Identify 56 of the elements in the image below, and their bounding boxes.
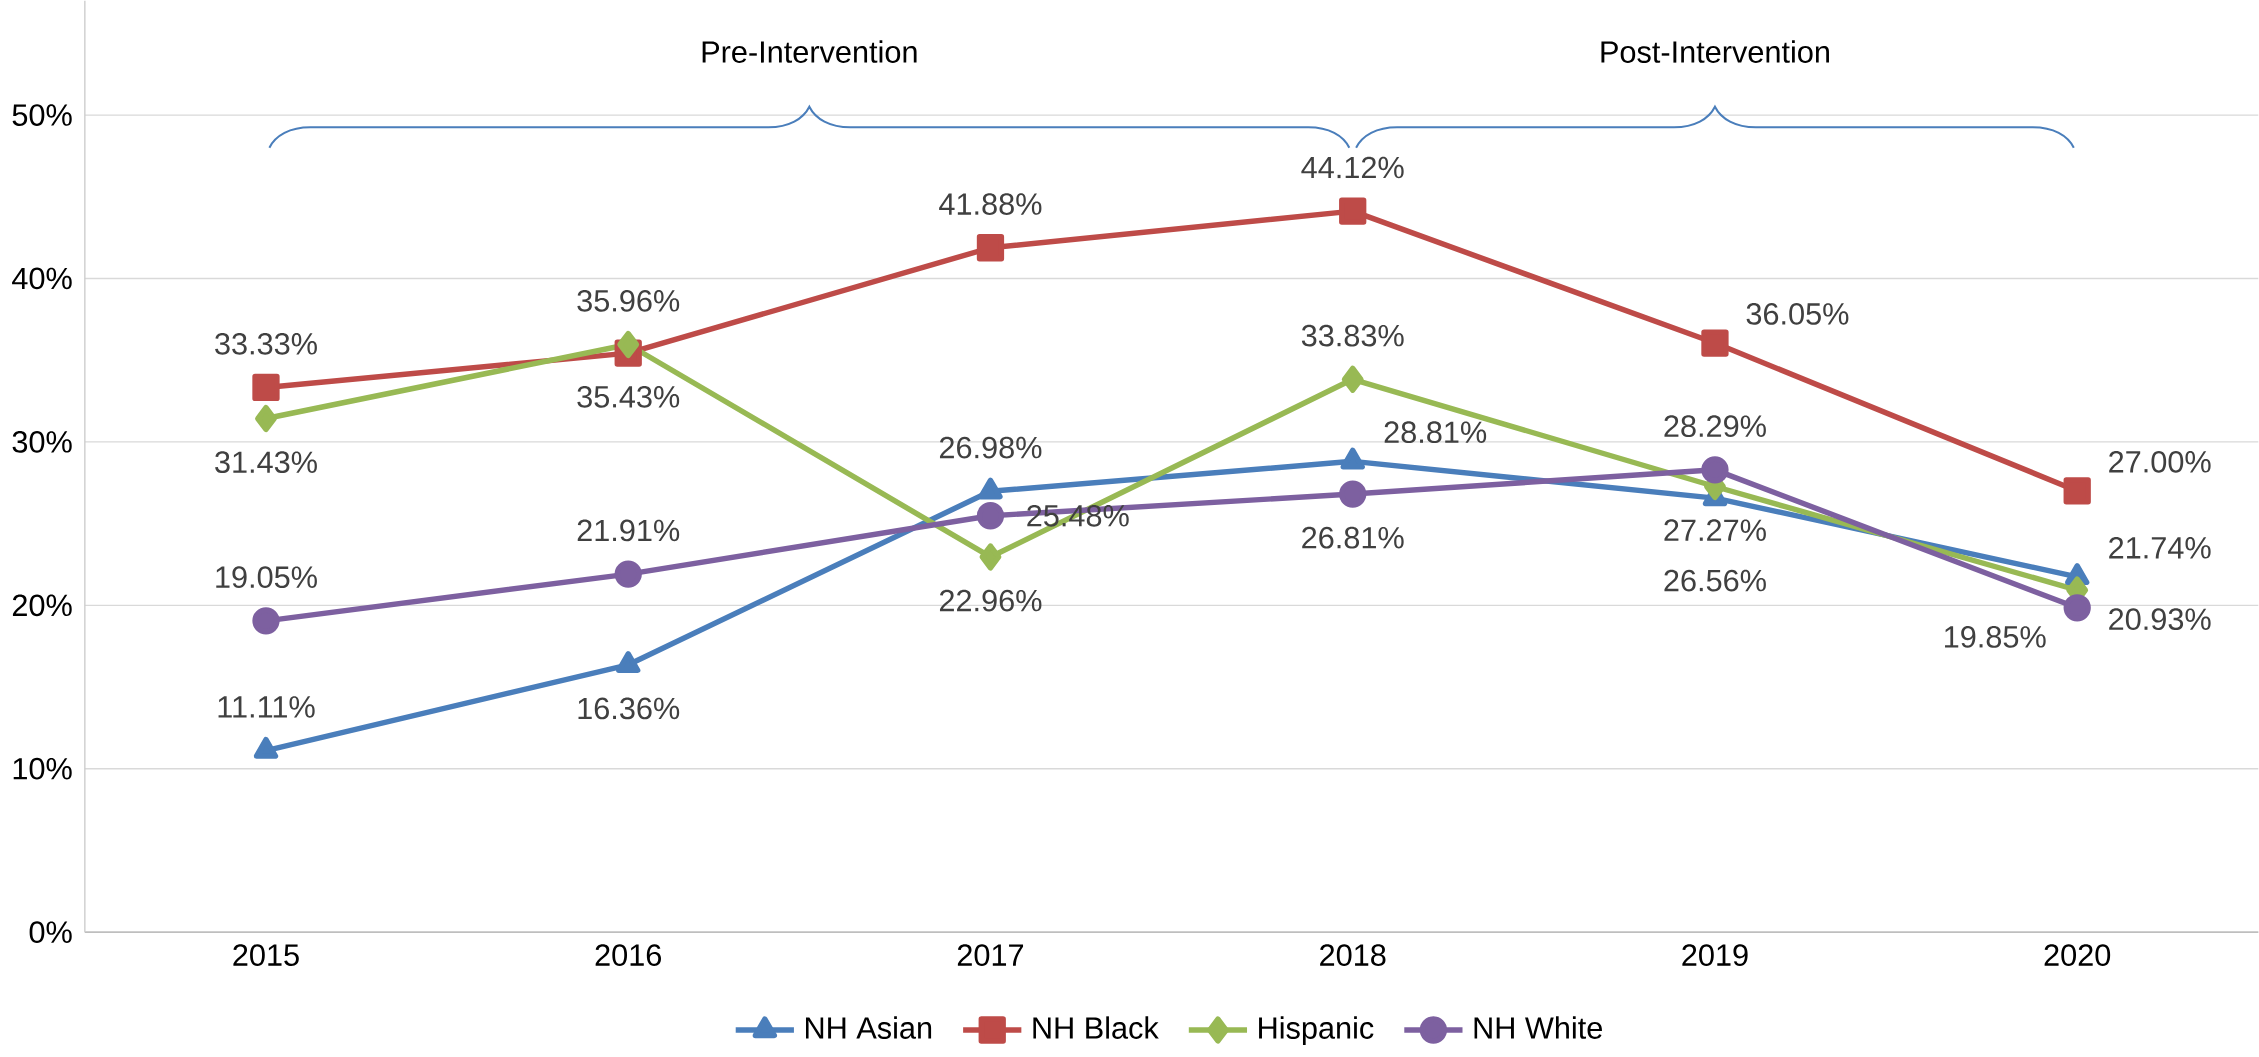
point (1339, 480, 1367, 508)
legend-label: Hispanic (1259, 1016, 1374, 1045)
data-label: 27.27% (1664, 519, 1766, 541)
data-label: 35.43% (577, 385, 680, 408)
data-label: 31.43% (215, 451, 317, 473)
data-label: 36.05% (1746, 302, 1849, 325)
data-label: 28.81% (1384, 421, 1487, 443)
point (1341, 365, 1364, 393)
data-label: 27.00% (2109, 450, 2211, 473)
point (252, 607, 280, 635)
x-tick-label: 2020 (2044, 944, 2111, 966)
x-tick-label: 2016 (595, 944, 661, 966)
point (1339, 197, 1367, 225)
point (979, 543, 1002, 571)
data-label: 11.11% (218, 696, 315, 718)
annotation: Post-Intervention (1601, 40, 1829, 63)
legend-label: NH Asian (805, 1016, 932, 1039)
data-label: 16.36% (578, 697, 680, 720)
data-label: 21.91% (577, 519, 680, 542)
y-tick-label: 40% (12, 267, 72, 290)
y-tick-label: 20% (12, 594, 72, 617)
legend-label: NH White (1474, 1016, 1602, 1039)
x-tick-label: 2018 (1320, 944, 1386, 966)
x-tick-label: 2015 (233, 944, 299, 966)
y-tick-label: 50% (12, 104, 72, 126)
point (617, 330, 640, 358)
data-label: 33.83% (1301, 324, 1404, 347)
data-label: 44.12% (1301, 156, 1404, 179)
point (2063, 593, 2091, 622)
data-label: 26.98% (939, 436, 1042, 459)
x-tick-label: 2019 (1682, 944, 1748, 966)
data-label: 21.74% (2109, 536, 2211, 559)
data-label: 26.81% (1302, 526, 1404, 549)
point (1701, 329, 1729, 357)
data-label: 28.29% (1664, 415, 1766, 437)
y-tick-label: 0% (29, 921, 72, 943)
point (255, 404, 277, 433)
data-label: 35.96% (577, 289, 680, 312)
data-label: 26.56% (1664, 569, 1766, 592)
data-label: 19.05% (216, 566, 317, 588)
annotation: Pre-Intervention (702, 40, 917, 63)
legend-label: NH Black (1033, 1016, 1159, 1039)
x-tick-label: 2017 (957, 944, 1024, 966)
data-label: 20.93% (2109, 608, 2211, 630)
y-tick-label: 30% (12, 430, 72, 453)
data-label: 33.33% (215, 332, 317, 355)
point (976, 501, 1005, 530)
data-label: 22.96% (939, 589, 1042, 612)
point (1701, 456, 1729, 484)
point (976, 233, 1005, 262)
y-tick-label: 10% (13, 757, 72, 780)
data-label: 41.88% (939, 193, 1042, 215)
point (252, 373, 280, 401)
point (2063, 477, 2091, 505)
data-label: 19.85% (1945, 625, 2046, 648)
point (614, 560, 642, 588)
